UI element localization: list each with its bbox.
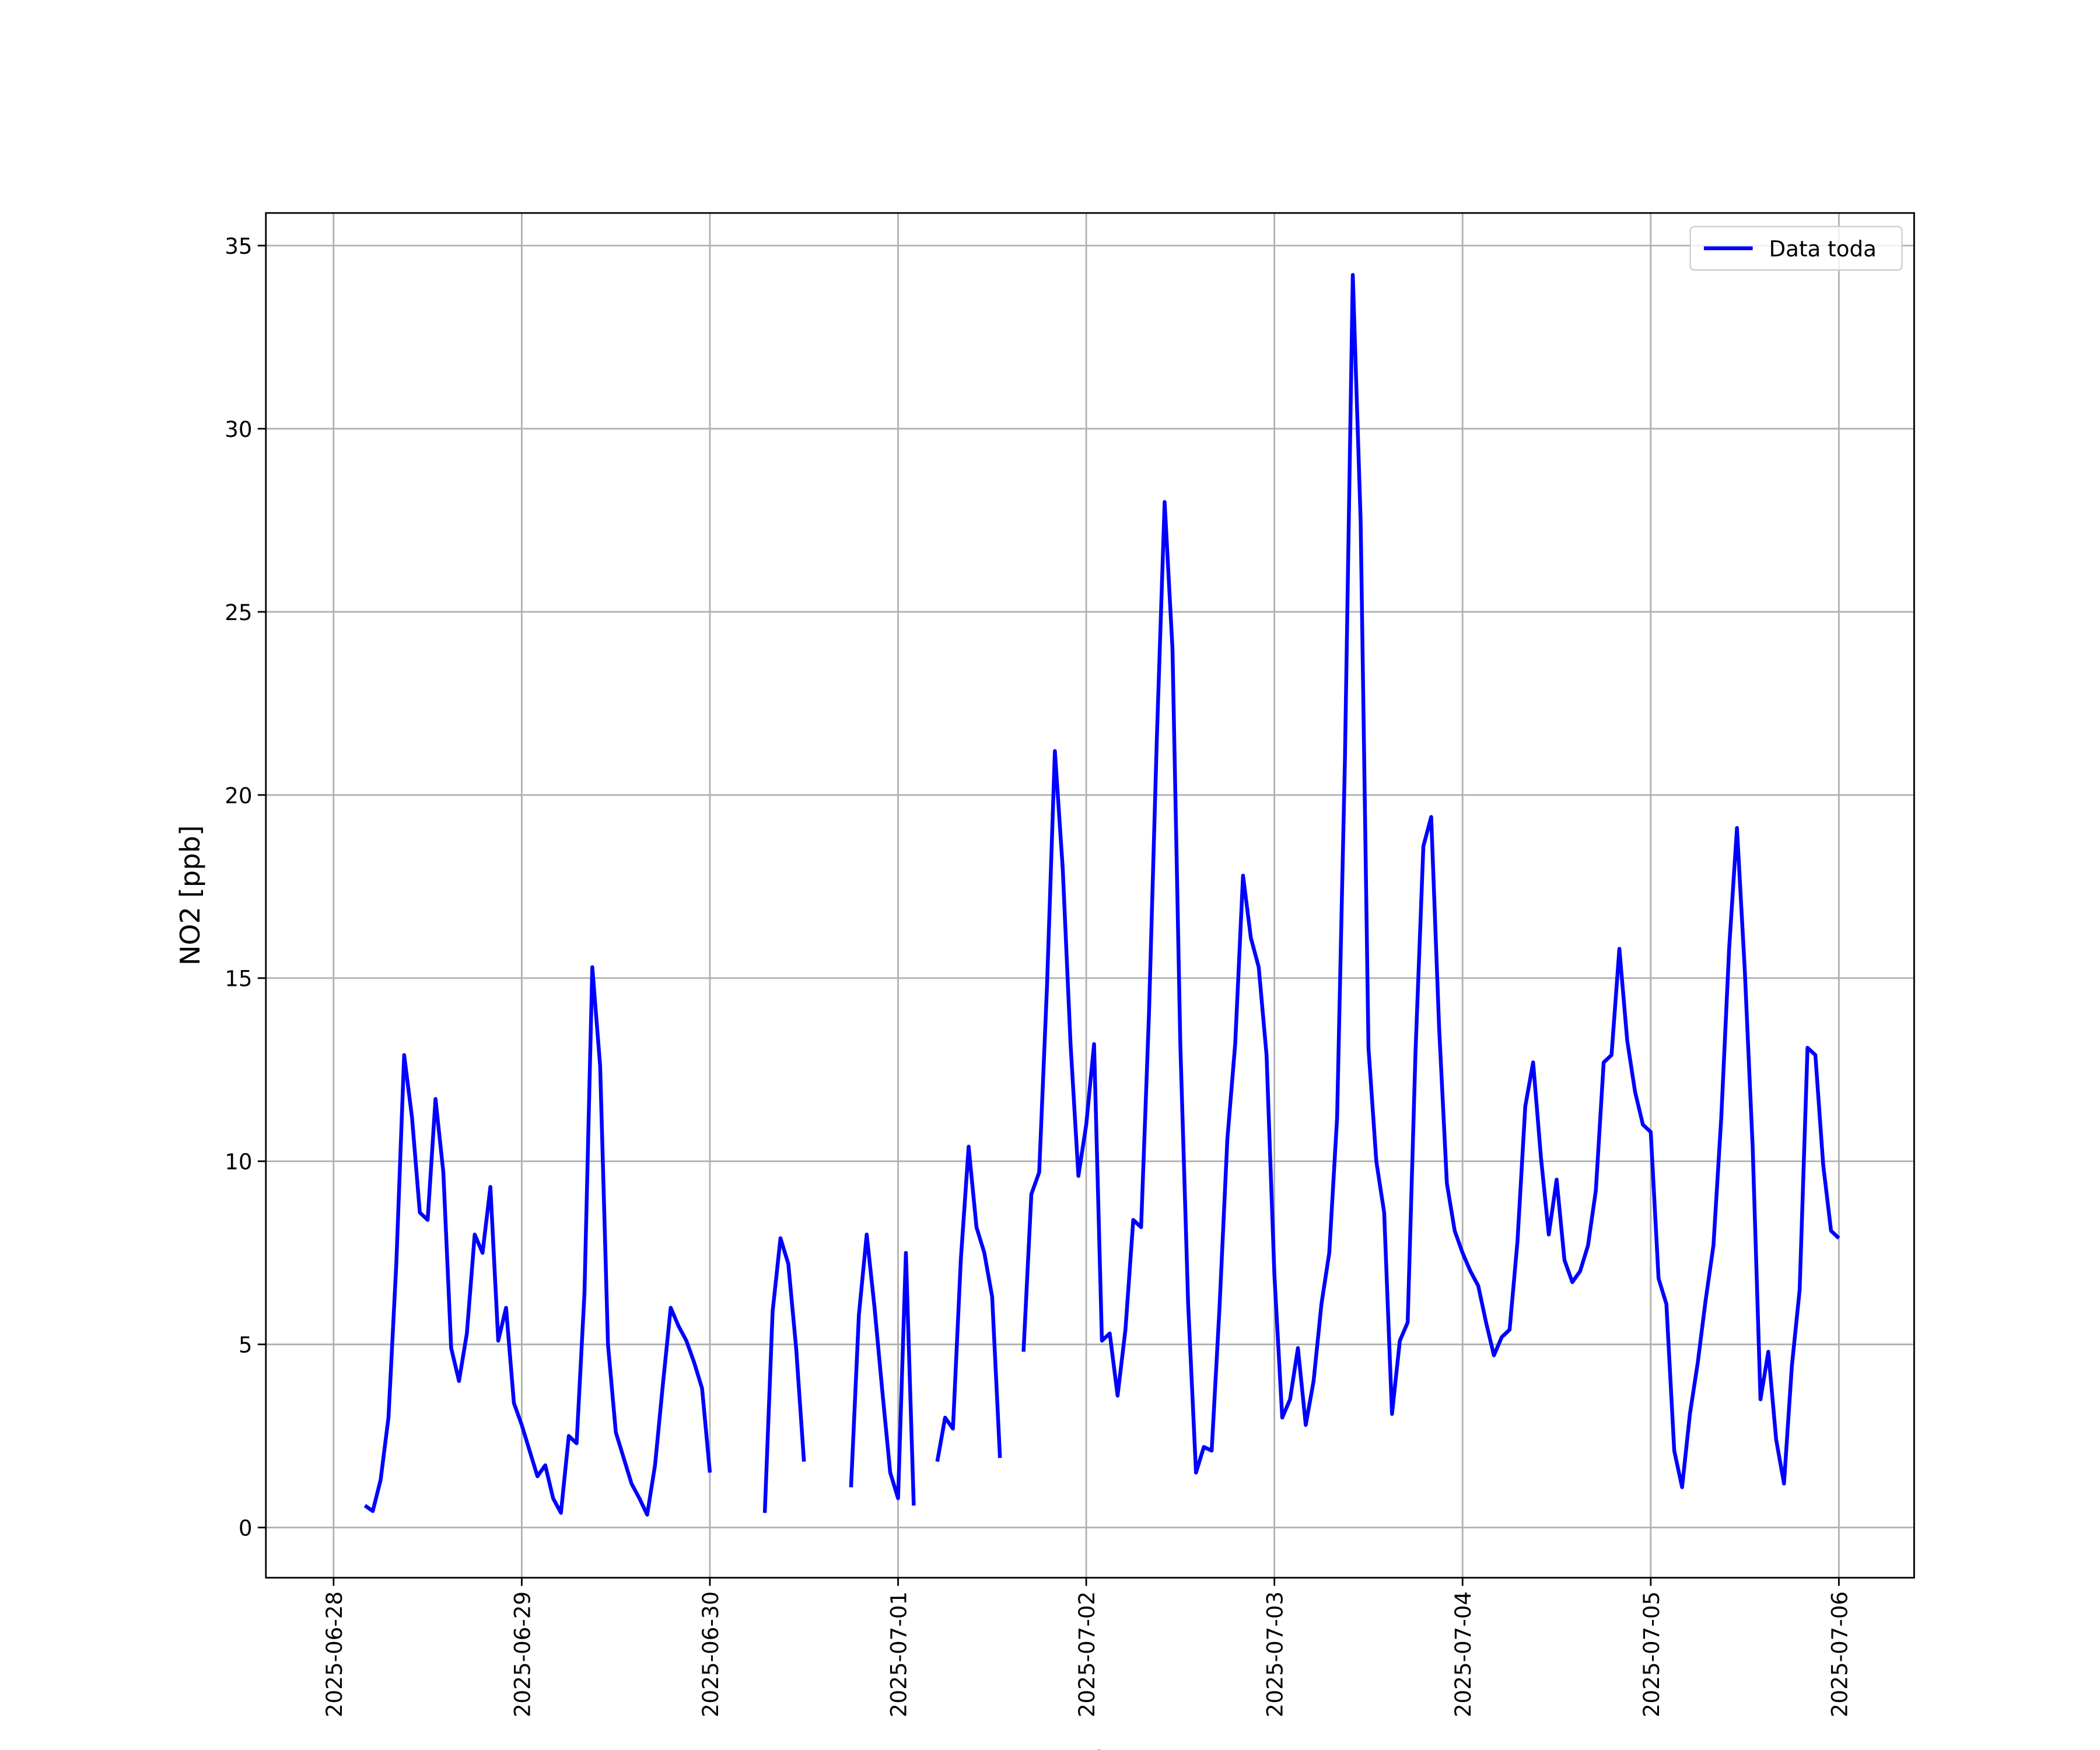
y-tick-label: 35 (225, 233, 252, 259)
x-tick-label: 2025-07-03 (1262, 1591, 1288, 1717)
x-tick-label: 2025-07-01 (886, 1591, 911, 1717)
legend: Data toda (1689, 226, 1903, 271)
x-tick-label: 2025-07-06 (1826, 1591, 1852, 1717)
y-tick-label: 5 (239, 1332, 253, 1358)
y-axis-label: NO2 [ppb] (174, 825, 206, 966)
x-tick-label: 2025-07-04 (1450, 1591, 1476, 1717)
x-tick-label: 2025-07-02 (1074, 1591, 1100, 1717)
y-tick-label: 10 (225, 1149, 252, 1175)
x-tick-label: 2025-06-28 (321, 1591, 347, 1717)
x-tick-label: 2025-07-05 (1639, 1591, 1664, 1717)
grid (265, 213, 1915, 1578)
x-axis-label: Fecha (1049, 1745, 1129, 1750)
plot-area (363, 272, 1840, 1517)
x-tick-label: 2025-06-30 (698, 1591, 723, 1717)
x-tick-label: 2025-06-29 (509, 1591, 535, 1717)
legend-label: Data toda (1769, 236, 1877, 262)
y-tick-label: 25 (225, 600, 252, 625)
data-line (363, 272, 1840, 1517)
y-tick-label: 20 (225, 783, 252, 808)
y-tick-label: 30 (225, 416, 252, 442)
legend-box (1689, 226, 1903, 271)
ticks: 0 5 10 15 20 25 30 35 2025-06-28 2025-06-29 2025-0… (225, 233, 1852, 1717)
axes-frame (265, 212, 1915, 1579)
y-tick-label: 0 (239, 1516, 253, 1541)
y-tick-label: 15 (225, 966, 252, 992)
